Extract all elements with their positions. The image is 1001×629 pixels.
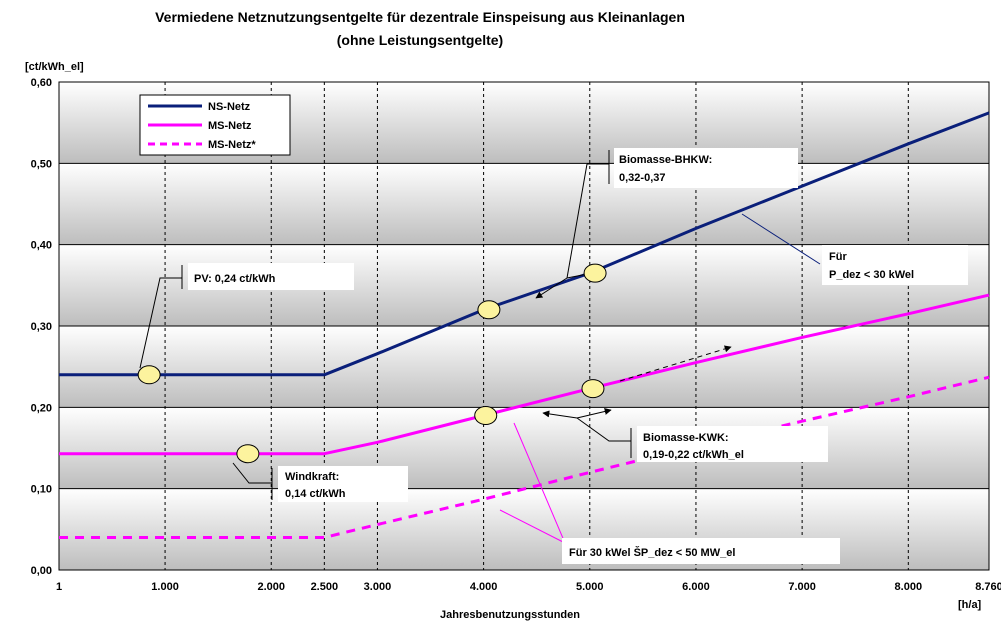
plot-band	[59, 326, 989, 408]
x-tick-labels: 1 1.000 2.000 2.500 3.000 4.000 5.000 6.000 7.00…	[56, 581, 1001, 593]
pv-leader	[139, 277, 182, 369]
wind-text-2: 0,14 ct/kWh	[285, 488, 346, 500]
x-tick-label: 4.000	[470, 581, 498, 593]
bhkw-box	[614, 148, 798, 188]
x-tick-label: 1.000	[151, 581, 179, 593]
bhkw-leader	[566, 163, 588, 279]
x-tick-label: 3.000	[364, 581, 392, 593]
range-box	[562, 538, 840, 564]
marker-point	[583, 263, 607, 283]
kwk-leader	[576, 417, 631, 442]
x-tick-label: 2.000	[257, 581, 285, 593]
y-axis-label: [ct/kWh_el]	[25, 61, 84, 73]
kwk-arrow-right	[576, 408, 612, 419]
x-axis-label: Jahresbenutzungsstunden	[440, 609, 580, 621]
kwk-arrow-dashed	[619, 345, 732, 382]
y-tick-labels: 0,00 0,10 0,20 0,30 0,40 0,50 0,60	[31, 77, 52, 577]
marker-point	[236, 444, 260, 464]
marker-point	[581, 379, 605, 399]
plot-frame	[58, 81, 990, 571]
fuer-text-1: Für	[829, 251, 847, 263]
annotation-pv: PV: 0,24 ct/kWh	[188, 263, 354, 290]
wind-leader	[232, 462, 272, 484]
kwk-text-1: Biomasse-KWK:	[643, 432, 729, 444]
fuer-text-2: P_dez < 30 kWel	[829, 269, 914, 281]
y-tick-label: 0,60	[31, 77, 52, 89]
y-tick-label: 0,30	[31, 321, 52, 333]
y-tick-label: 0,50	[31, 158, 52, 170]
pv-box	[188, 263, 354, 290]
bhkw-text-1: Biomasse-BHKW:	[619, 154, 712, 166]
fuer-leader	[741, 213, 821, 265]
x-tick-label: 5.000	[576, 581, 604, 593]
plot-band	[59, 407, 989, 489]
range-leader-1	[513, 422, 566, 544]
range-text: Für 30 kWel ŠP_dez < 50 MW_el	[569, 546, 735, 559]
y-tick-label: 0,20	[31, 402, 52, 414]
chart-title: Vermiedene Netznutzungsentgelte für deze…	[155, 9, 685, 25]
y-tick-label: 0,10	[31, 484, 52, 496]
y-tick-label: 0,00	[31, 565, 52, 577]
annotation-leaders	[139, 150, 821, 544]
marker-point	[477, 300, 501, 320]
fuer-box	[822, 245, 968, 285]
x-tick-label: 8.000	[895, 581, 923, 593]
x-axis-unit: [h/a]	[958, 599, 982, 611]
kwk-box	[637, 426, 828, 462]
annotation-bhkw: Biomasse-BHKW: 0,32-0,37	[614, 148, 798, 188]
x-tick-label: 1	[56, 581, 62, 593]
marker-points	[137, 263, 607, 464]
marker-point	[474, 405, 498, 425]
legend-label-ms-star: MS-Netz*	[208, 139, 256, 151]
annotation-fuer: Für P_dez < 30 kWel	[822, 245, 968, 285]
legend-label-ms: MS-Netz	[208, 120, 252, 132]
x-tick-label: 2.500	[311, 581, 339, 593]
wind-box	[278, 466, 408, 502]
wind-text-1: Windkraft:	[285, 471, 339, 483]
x-tick-label: 6.000	[682, 581, 710, 593]
chart-subtitle: (ohne Leistungsentgelte)	[337, 32, 503, 48]
bhkw-arrow-1	[535, 277, 568, 299]
kwk-arrow-left	[542, 410, 578, 419]
annotation-wind: Windkraft: 0,14 ct/kWh	[278, 466, 408, 502]
annotation-range: Für 30 kWel ŠP_dez < 50 MW_el	[562, 538, 840, 564]
bhkw-text-2: 0,32-0,37	[619, 172, 665, 184]
y-tick-label: 0,40	[31, 240, 52, 252]
pv-text: PV: 0,24 ct/kWh	[194, 273, 276, 285]
marker-point	[137, 365, 161, 385]
kwk-text-2: 0,19-0,22 ct/kWh_el	[643, 449, 744, 461]
annotation-kwk: Biomasse-KWK: 0,19-0,22 ct/kWh_el	[637, 426, 828, 462]
x-tick-label: 8.760	[975, 581, 1001, 593]
legend-label-ns: NS-Netz	[208, 101, 251, 113]
range-leader-2	[499, 509, 566, 544]
x-tick-label: 7.000	[788, 581, 816, 593]
legend: NS-Netz MS-Netz MS-Netz*	[139, 94, 291, 156]
plot-band	[59, 163, 989, 245]
plot-band	[59, 488, 989, 570]
